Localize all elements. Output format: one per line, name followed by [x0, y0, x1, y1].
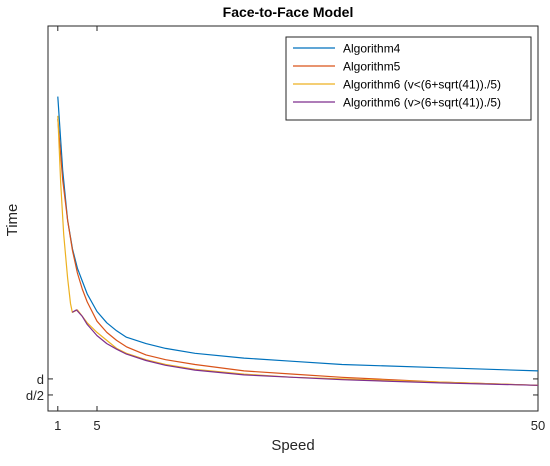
series-line-2 — [57, 118, 539, 386]
y-axis-label: Time — [4, 204, 21, 237]
x-axis-label: Speed — [271, 437, 314, 454]
series-line-4 — [71, 309, 539, 386]
y-tick-label-1: d/2 — [26, 388, 44, 403]
x-tick-label-1: 1 — [54, 418, 61, 433]
chart-title: Face-to-Face Model — [223, 4, 354, 20]
legend-label-1: Algorithm4 — [343, 42, 401, 56]
legend: Algorithm4 Algorithm5 Algorithm6 (v<(6+sqr… — [285, 36, 532, 121]
series-layer — [57, 96, 539, 386]
x-tick-label-2: 5 — [93, 418, 100, 433]
legend-box — [285, 36, 532, 121]
legend-label-2: Algorithm5 — [343, 60, 401, 74]
legend-label-3: Algorithm6 (v<(6+sqrt(41))./5) — [343, 78, 501, 92]
y-tick-label-2: d — [37, 372, 44, 387]
x-tick-label-3: 50 — [531, 418, 545, 433]
axis-ticks: 1 5 50 d/2d — [26, 26, 545, 433]
legend-label-4: Algorithm6 (v>(6+sqrt(41))./5) — [343, 96, 501, 110]
